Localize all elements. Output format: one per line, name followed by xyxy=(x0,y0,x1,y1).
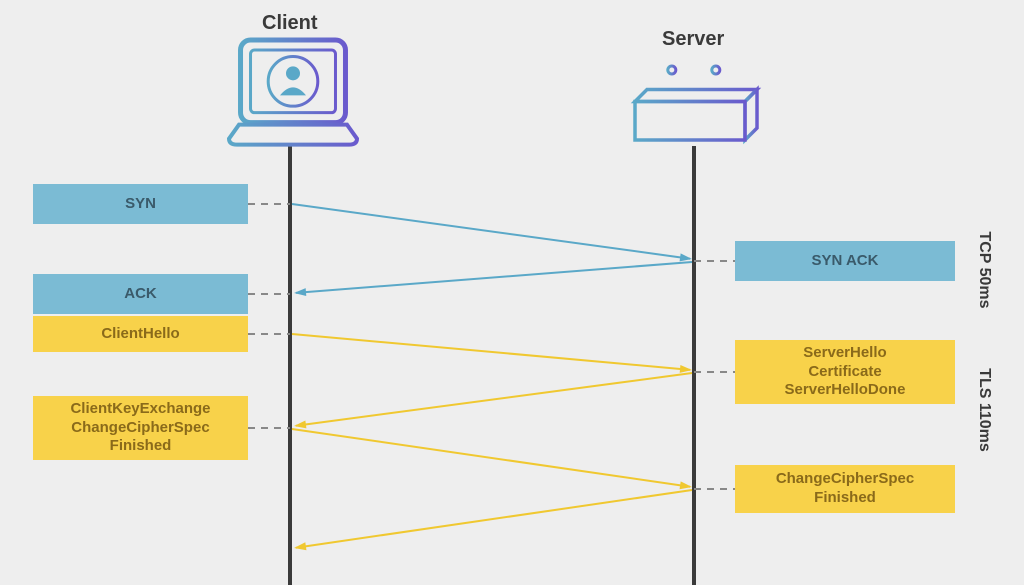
client-title: Client xyxy=(262,12,318,35)
message-box-sdone: ChangeCipherSpec Finished xyxy=(735,465,955,513)
server-title: Server xyxy=(662,28,724,51)
tls-section-label: TLS 110ms xyxy=(975,368,993,452)
message-box-shello: ServerHello Certificate ServerHelloDone xyxy=(735,340,955,404)
client-laptop-icon xyxy=(229,40,357,145)
message-box-ack: ACK xyxy=(33,274,248,314)
tcp-section-label: TCP 50ms xyxy=(975,231,993,308)
message-box-syn: SYN xyxy=(33,184,248,224)
server-router-icon xyxy=(635,66,757,140)
message-box-chello: ClientHello xyxy=(33,316,248,352)
message-box-ckex: ClientKeyExchange ChangeCipherSpec Finis… xyxy=(33,396,248,460)
client-lifeline xyxy=(288,146,292,585)
message-box-synack: SYN ACK xyxy=(735,241,955,281)
server-lifeline xyxy=(692,146,696,585)
